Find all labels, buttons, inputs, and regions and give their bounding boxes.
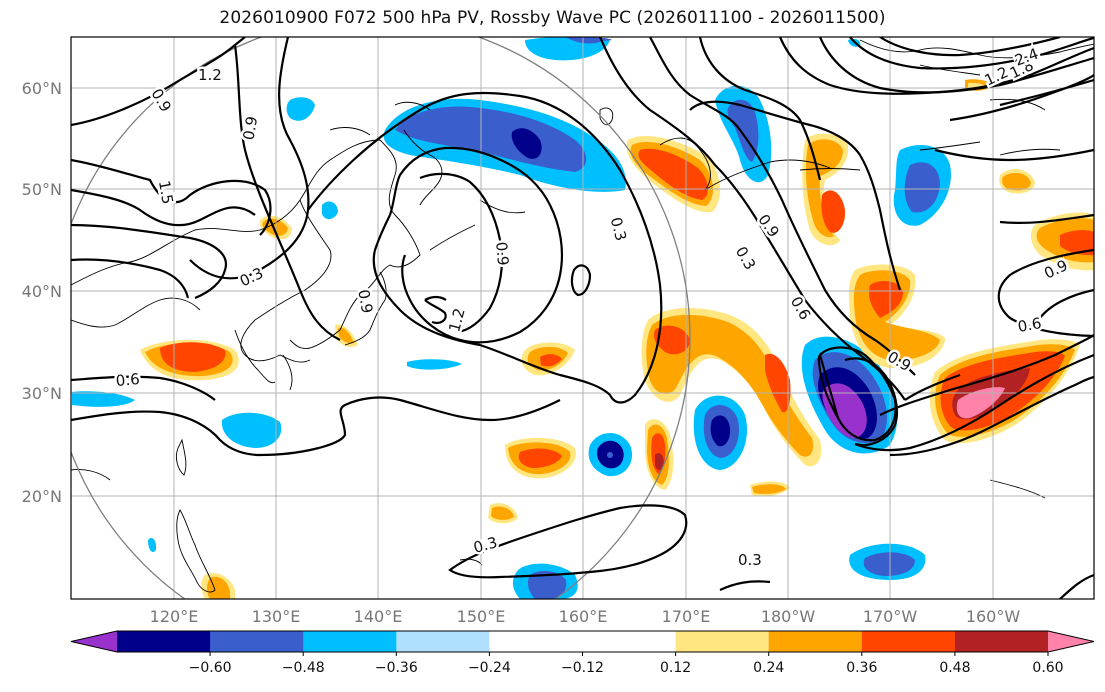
lat-label-40n: 40°N (22, 282, 62, 301)
lon-label-150e: 150°E (457, 607, 506, 626)
colorbar-swatch (489, 631, 583, 652)
colorbar: −0.60 −0.48 −0.36 −0.24 −0.12 0.12 0.24 0.36 0.4… (70, 630, 1095, 676)
colorbar-tick-label: −0.24 (468, 660, 511, 676)
lon-label-180w: 180°W (761, 607, 816, 626)
colorbar-arrow-high (1048, 631, 1094, 652)
map-area: 1.2 0.9 1.5 0.9 0.3 0.9 1.2 0.3 0.9 0.3 … (71, 37, 1094, 599)
lon-label-140e: 140°E (354, 607, 403, 626)
graticule (71, 37, 1094, 599)
latitude-labels: 60°N 50°N 40°N 30°N 20°N (22, 79, 62, 506)
negative-anomaly-south (72, 37, 926, 599)
map-title: 2026010900 F072 500 hPa PV, Rossby Wave … (219, 8, 886, 28)
lat-label-50n: 50°N (22, 180, 62, 199)
colorbar-tick-label: −0.48 (282, 660, 325, 676)
negative-anomaly-japan-sea (383, 98, 626, 192)
contour-label: 0.9 (492, 241, 512, 266)
positive-anomaly-central-north-pacific (848, 264, 945, 369)
colorbar-swatch (675, 631, 770, 652)
negative-anomaly-central-pacific (801, 336, 898, 454)
colorbar-swatch (117, 631, 211, 652)
contour-label: 0.6 (115, 370, 140, 390)
colorbar-tick-label: 0.36 (846, 660, 877, 676)
lon-label-160w: 160°W (966, 607, 1021, 626)
negative-anomaly-aleutian (893, 145, 951, 226)
lon-label-160e: 160°E (559, 607, 608, 626)
lon-label-170w: 170°W (863, 607, 918, 626)
lon-label-170e: 170°E (662, 607, 711, 626)
map-frame (70, 36, 1095, 600)
positive-anomaly-east (965, 79, 1094, 271)
longitude-labels: 120°E 130°E 140°E 150°E 160°E 170°E 180°… (150, 607, 1021, 626)
lat-label-30n: 30°N (22, 384, 62, 403)
coastlines (71, 39, 1094, 593)
colorbar-swatch (210, 631, 304, 652)
positive-anomaly-subtropical-center (641, 308, 822, 490)
colorbar-swatch (954, 631, 1049, 652)
colorbar-tick-label: 0.24 (753, 660, 784, 676)
contour-label: 1.2 (198, 66, 222, 84)
lat-label-20n: 20°N (22, 487, 62, 506)
colorbar-tick-label: −0.12 (561, 660, 604, 676)
lon-label-120e: 120°E (150, 607, 199, 626)
colorbar-tick-label: 0.12 (660, 660, 691, 676)
reference-circle (71, 37, 691, 599)
colorbar-swatch (303, 631, 397, 652)
pv-contours (71, 37, 1094, 599)
positive-anomaly-sea-of-okhotsk-east (626, 135, 721, 213)
colorbar-swatch (396, 631, 490, 652)
negative-anomaly-subtropics (588, 395, 748, 477)
lat-label-60n: 60°N (22, 79, 62, 98)
positive-anomaly-others (140, 82, 986, 599)
colorbar-tick-label: 0.48 (939, 660, 970, 676)
colorbar-swatch (861, 631, 956, 652)
colorbar-tick-label: 0.60 (1032, 660, 1063, 676)
colorbar-swatch (768, 631, 863, 652)
contour-label: 0.3 (738, 551, 762, 569)
lon-label-130e: 130°E (252, 607, 301, 626)
colorbar-swatch (582, 631, 677, 652)
colorbar-arrow-low (71, 631, 117, 652)
colorbar-tick-label: −0.36 (375, 660, 418, 676)
colorbar-outline (70, 630, 1095, 653)
positive-anomaly-subtropical-east (929, 339, 1080, 444)
colorbar-tick-label: −0.60 (189, 660, 232, 676)
